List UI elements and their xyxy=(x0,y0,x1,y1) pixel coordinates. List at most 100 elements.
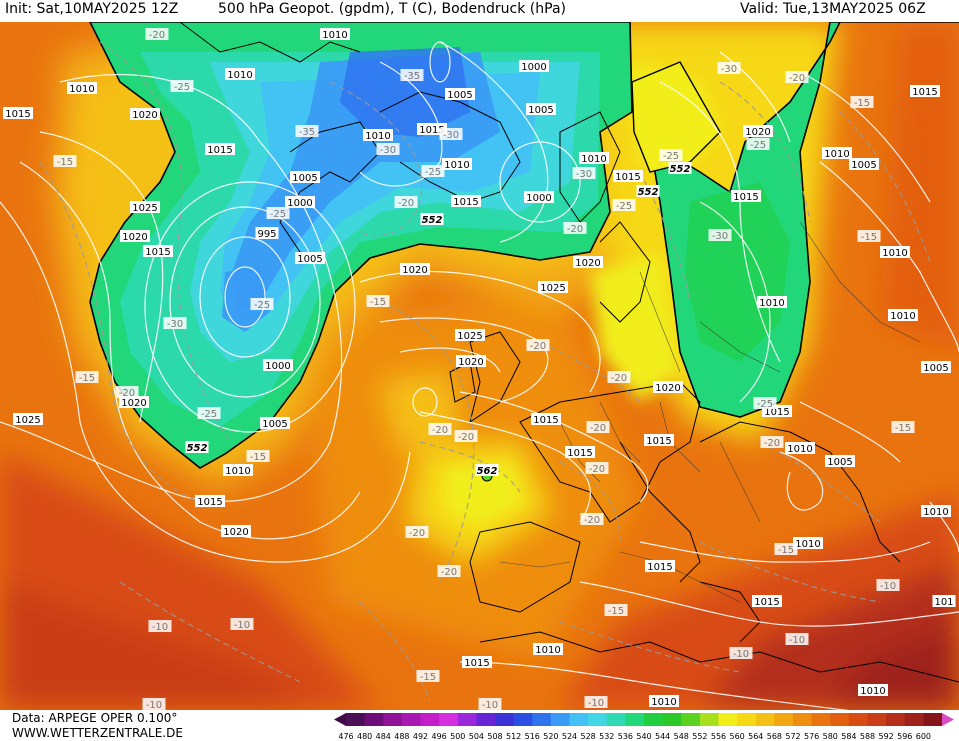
temperature-label: -10 xyxy=(142,698,166,710)
isobar-label-text: 1010 xyxy=(581,154,606,165)
isobar-label-text: 1015 xyxy=(754,597,779,608)
isobar-label-text: 1020 xyxy=(132,110,157,121)
isobar-label-text: 1020 xyxy=(655,383,680,394)
coastlines xyxy=(179,22,959,683)
legend-tick-label: 548 xyxy=(674,732,689,741)
isobar-label-text: 1015 xyxy=(615,172,640,183)
legend-arrow-high xyxy=(942,713,954,726)
temperature-label-text: -20 xyxy=(149,30,165,41)
temperature-label-text: -20 xyxy=(432,425,448,436)
isobar-label-text: 1005 xyxy=(827,457,852,468)
isobar-label-text: 1025 xyxy=(540,283,565,294)
legend-swatch xyxy=(867,713,887,726)
temperature-label-text: -30 xyxy=(712,231,728,242)
temperature-label-text: -25 xyxy=(174,82,190,93)
legend-tick-label: 564 xyxy=(748,732,763,741)
temperature-label-text: -20 xyxy=(530,341,546,352)
init-time: Init: Sat,10MAY2025 12Z xyxy=(5,1,179,17)
isobar-label: 1020 xyxy=(221,525,251,538)
isobar-label-text: 1010 xyxy=(651,697,676,708)
temperature-label: -30 xyxy=(572,167,596,180)
legend-tick-label: 476 xyxy=(338,732,353,741)
isobar-label-text: 1015 xyxy=(646,436,671,447)
geopotential-label: 552 xyxy=(420,213,444,226)
legend-tick-label: 488 xyxy=(394,732,409,741)
isobar-label-text: 1015 xyxy=(912,87,937,98)
legend-tick-label: 592 xyxy=(878,732,893,741)
isobar-label-text: 1010 xyxy=(535,645,560,656)
isobar-label: 1010 xyxy=(888,309,918,322)
legend-arrow-low xyxy=(334,713,346,726)
isobar-label: 1000 xyxy=(519,60,549,73)
temperature-label-text: -25 xyxy=(750,140,766,151)
legend-tick-label: 520 xyxy=(543,732,558,741)
legend-swatch xyxy=(513,713,533,726)
legend-tick-label: 540 xyxy=(636,732,651,741)
temperature-label-text: -35 xyxy=(299,127,315,138)
isobar-label: 1025 xyxy=(13,413,43,426)
temperature-label: -10 xyxy=(584,696,608,709)
geopotential-label-text: 552 xyxy=(638,187,659,198)
isobar-label-text: 1015 xyxy=(733,192,758,203)
legend-tick-label: 560 xyxy=(729,732,744,741)
temperature-label: -20 xyxy=(115,386,139,399)
isobar-label-text: 1020 xyxy=(575,258,600,269)
legend-swatch xyxy=(383,713,403,726)
temperature-label: -20 xyxy=(454,430,478,443)
isobar-label-text: 1015 xyxy=(764,407,789,418)
temperature-label: -20 xyxy=(760,436,784,449)
temperature-label: -30 xyxy=(708,229,732,242)
isobar-label: 1015 xyxy=(752,595,782,608)
legend-tick-label: 532 xyxy=(599,732,614,741)
legend-swatch xyxy=(699,713,719,726)
temperature-label: -25 xyxy=(612,199,636,212)
legend-tick-label: 524 xyxy=(562,732,577,741)
legend-swatch xyxy=(644,713,664,726)
isobar-label: 1020 xyxy=(653,381,683,394)
temperature-label-text: -15 xyxy=(895,423,911,434)
legend-tick-label: 600 xyxy=(916,732,931,741)
weather-map: 1010 1010 1010 1015 1020 1015 1005 1000 1025 1020… xyxy=(0,22,959,710)
isobar-label-text: 1025 xyxy=(457,331,482,342)
isobar-label-text: 1020 xyxy=(122,232,147,243)
legend-swatch xyxy=(606,713,626,726)
isobar-label-text: 1010 xyxy=(322,30,347,41)
isobar-label: 1020 xyxy=(400,263,430,276)
temperature-label-text: -15 xyxy=(854,98,870,109)
temperature-label-text: -25 xyxy=(663,151,679,162)
isobar-label-text: 1020 xyxy=(458,357,483,368)
isobar-label: 1010 xyxy=(649,695,679,708)
temperature-label: -25 xyxy=(170,80,194,93)
temperature-label: -15 xyxy=(604,604,628,617)
temperature-label: -30 xyxy=(376,143,400,156)
legend-swatch xyxy=(755,713,775,726)
legend-swatch xyxy=(830,713,850,726)
isobar-label-text: 1010 xyxy=(860,686,885,697)
temperature-label-text: -25 xyxy=(201,409,217,420)
isobar-label-text: 1005 xyxy=(851,160,876,171)
isobar-label-text: 101 xyxy=(934,597,953,608)
isobar-label-text: 1010 xyxy=(882,248,907,259)
isobar-label: 1025 xyxy=(130,201,160,214)
legend-swatch xyxy=(737,713,757,726)
isobar-label: 1005 xyxy=(290,171,320,184)
isobar-label: 1020 xyxy=(120,230,150,243)
isobar-label-text: 1015 xyxy=(197,497,222,508)
isobar-label: 1010 xyxy=(320,28,350,41)
data-source: Data: ARPEGE OPER 0.100° xyxy=(12,711,178,725)
legend-tick-label: 484 xyxy=(376,732,391,741)
temperature-label-text: -10 xyxy=(482,700,498,710)
temperature-labels: -20 -25 -15 -25 -25 -30 -15 -20 -25 -15 -15 -35 -35 -… xyxy=(53,28,915,710)
temperature-label: -20 xyxy=(580,513,604,526)
temperature-label-text: -10 xyxy=(733,649,749,660)
temperature-label-text: -35 xyxy=(404,71,420,82)
isobar-label-text: 1005 xyxy=(262,419,287,430)
legend-tick-label: 480 xyxy=(357,732,372,741)
temperature-label-text: -15 xyxy=(420,672,436,683)
isobar-label: 1005 xyxy=(825,455,855,468)
temperature-label: -15 xyxy=(891,421,915,434)
isobar-label-text: 1005 xyxy=(447,90,472,101)
legend-swatch xyxy=(476,713,496,726)
temperature-label-text: -20 xyxy=(458,432,474,443)
legend-tick-label: 576 xyxy=(804,732,819,741)
